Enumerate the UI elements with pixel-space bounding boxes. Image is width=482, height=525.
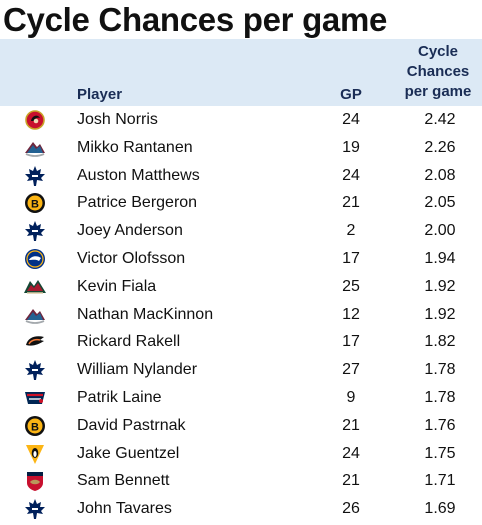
- table-row: Nathan MacKinnon 12 1.92: [0, 301, 482, 329]
- table-row: John Tavares 26 1.69: [0, 495, 482, 523]
- games-played: 21: [342, 416, 360, 434]
- games-played: 24: [342, 444, 360, 462]
- games-played: 27: [342, 361, 360, 379]
- table-body: Josh Norris 24 2.42 Mikko Rantanen 19 2.26 Aus…: [0, 106, 482, 523]
- toronto-maple-leafs-icon: [23, 359, 47, 381]
- toronto-maple-leafs-icon: [23, 220, 47, 242]
- player-name: Auston Matthews: [77, 166, 200, 184]
- column-header-cycle-chances-line1: Cycle: [417, 43, 459, 60]
- games-played: 25: [342, 277, 360, 295]
- cycle-chances-per-game: 1.94: [424, 249, 456, 267]
- games-played: 17: [342, 333, 360, 351]
- player-name: William Nylander: [77, 361, 198, 379]
- player-name: Josh Norris: [77, 111, 158, 128]
- svg-text:B: B: [31, 199, 39, 211]
- cycle-chances-per-game: 1.92: [424, 277, 456, 295]
- cycle-chances-per-game: 1.78: [424, 361, 456, 379]
- column-header-gp: GP: [340, 86, 362, 103]
- cycle-chances-per-game: 1.69: [424, 500, 456, 518]
- columbus-blue-jackets-icon: [23, 387, 47, 409]
- player-name: Kevin Fiala: [77, 277, 157, 295]
- table-row: Patrik Laine 9 1.78: [0, 384, 482, 412]
- column-header-cycle-chances-line3: per game: [404, 83, 472, 100]
- cycle-chances-per-game: 2.05: [424, 194, 456, 212]
- colorado-avalanche-icon: [23, 137, 47, 159]
- table-row: William Nylander 27 1.78: [0, 356, 482, 384]
- games-played: 9: [346, 388, 356, 406]
- player-name: Rickard Rakell: [77, 333, 181, 351]
- anaheim-ducks-icon: [23, 331, 47, 353]
- player-name: Joey Anderson: [77, 222, 183, 240]
- player-name: Mikko Rantanen: [77, 138, 193, 156]
- ottawa-senators-icon: [23, 109, 47, 131]
- boston-bruins-icon: B: [23, 192, 47, 214]
- games-played: 26: [342, 500, 360, 518]
- table-row: Auston Matthews 24 2.08: [0, 162, 482, 190]
- games-played: 2: [346, 222, 356, 240]
- player-name: Jake Guentzel: [77, 444, 180, 462]
- table-header: Player GP Cycle Chances per game: [0, 39, 482, 106]
- table-row: Jake Guentzel 24 1.75: [0, 440, 482, 468]
- boston-bruins-icon: B: [23, 415, 47, 437]
- cycle-chances-per-game: 1.75: [424, 444, 456, 462]
- games-played: 24: [342, 111, 360, 128]
- table-row: Mikko Rantanen 19 2.26: [0, 134, 482, 162]
- table-row: B David Pastrnak 21 1.76: [0, 412, 482, 440]
- cycle-chances-per-game: 1.76: [424, 416, 456, 434]
- toronto-maple-leafs-icon: [23, 498, 47, 520]
- player-name: David Pastrnak: [77, 416, 186, 434]
- column-header-player: Player: [77, 86, 123, 103]
- svg-text:B: B: [31, 421, 39, 433]
- cycle-chances-per-game: 2.42: [424, 111, 456, 128]
- games-played: 19: [342, 138, 360, 156]
- cycle-chances-per-game: 1.92: [424, 305, 456, 323]
- games-played: 21: [342, 472, 360, 490]
- minnesota-wild-icon: [23, 276, 47, 298]
- cycle-chances-per-game: 1.82: [424, 333, 456, 351]
- cycle-chances-per-game: 1.71: [424, 472, 456, 490]
- games-played: 12: [342, 305, 360, 323]
- table-row: Sam Bennett 21 1.71: [0, 467, 482, 495]
- table-row: B Patrice Bergeron 21 2.05: [0, 189, 482, 217]
- table-row: Kevin Fiala 25 1.92: [0, 273, 482, 301]
- player-name: Patrice Bergeron: [77, 194, 198, 212]
- table-row: Joey Anderson 2 2.00: [0, 217, 482, 245]
- player-name: John Tavares: [77, 500, 172, 518]
- cycle-chances-per-game: 2.26: [424, 138, 456, 156]
- florida-panthers-icon: [23, 470, 47, 492]
- table-row: Rickard Rakell 17 1.82: [0, 328, 482, 356]
- colorado-avalanche-icon: [23, 304, 47, 326]
- cycle-chances-per-game: 2.00: [424, 222, 456, 240]
- toronto-maple-leafs-icon: [23, 165, 47, 187]
- column-header-cycle-chances-line2: Chances: [406, 63, 470, 80]
- table-row: Josh Norris 24 2.42: [0, 106, 482, 134]
- table-row: Victor Olofsson 17 1.94: [0, 245, 482, 273]
- pittsburgh-penguins-icon: [23, 443, 47, 465]
- column-header-cycle-chances: Cycle Chances per game: [396, 42, 480, 102]
- cycle-chances-per-game: 2.08: [424, 166, 456, 184]
- player-name: Nathan MacKinnon: [77, 305, 214, 323]
- cycle-chances-per-game: 1.78: [424, 388, 456, 406]
- games-played: 17: [342, 249, 360, 267]
- buffalo-sabres-icon: [23, 248, 47, 270]
- player-name: Patrik Laine: [77, 388, 162, 406]
- games-played: 21: [342, 194, 360, 212]
- page-title: Cycle Chances per game: [3, 1, 388, 38]
- player-name: Victor Olofsson: [77, 249, 186, 267]
- games-played: 24: [342, 166, 360, 184]
- player-name: Sam Bennett: [77, 472, 170, 490]
